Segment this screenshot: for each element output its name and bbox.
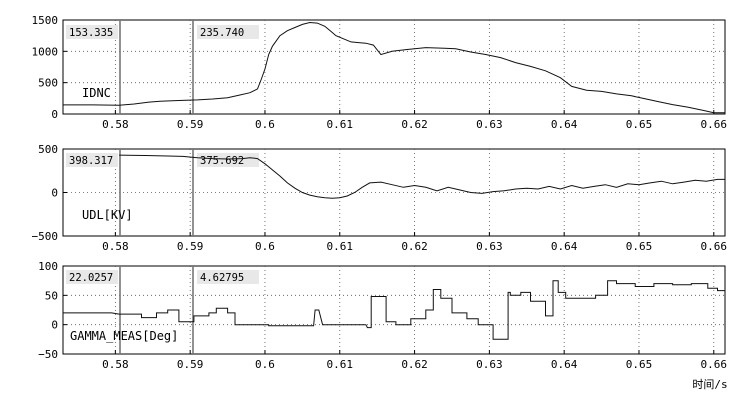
cursor-value-box — [66, 25, 118, 39]
x-tick-label: 0.58 — [102, 240, 129, 253]
x-tick-label: 0.65 — [626, 118, 653, 131]
x-tick-label: 0.61 — [327, 240, 354, 253]
cursor-value: 4.62795 — [200, 272, 244, 284]
x-tick-label: 0.66 — [701, 118, 728, 131]
cursor-value-box — [197, 270, 259, 284]
chart-panels: 0.58 0.59 0.6 0.61 0.62 0.63 0.64 0.65 0.6605001… — [32, 14, 728, 371]
series-label: IDNC — [82, 86, 111, 100]
x-tick-label: 0.6 — [255, 358, 275, 371]
y-tick-label: 500 — [38, 77, 58, 90]
y-tick-label: 0 — [51, 108, 58, 121]
y-tick-label: 1000 — [32, 45, 59, 58]
y-tick-label: −50 — [38, 348, 58, 361]
cursor-value: 398.317 — [69, 155, 113, 167]
x-tick-label: 0.61 — [327, 358, 354, 371]
x-tick-label: 0.66 — [701, 240, 728, 253]
x-tick-label: 0.6 — [255, 240, 275, 253]
x-tick-label: 0.62 — [401, 118, 428, 131]
x-tick-label: 0.63 — [476, 240, 503, 253]
y-tick-label: 0 — [51, 319, 58, 332]
y-tick-label: 50 — [45, 289, 58, 302]
panel-3: 0.58 0.59 0.6 0.61 0.62 0.63 0.64 0.65 0.66 −50 0 5… — [38, 260, 727, 371]
y-tick-label: 100 — [38, 260, 58, 273]
x-tick-label: 0.61 — [327, 118, 354, 131]
cursor-value: 235.740 — [200, 27, 244, 39]
x-tick-label: 0.66 — [701, 358, 728, 371]
x-tick-label: 0.59 — [177, 358, 204, 371]
x-tick-label: 0.62 — [401, 240, 428, 253]
plot-frame — [62, 19, 726, 115]
x-tick-label: 0.6 — [255, 118, 275, 131]
y-tick-label: 500 — [38, 143, 58, 156]
series-line — [63, 21, 725, 114]
cursor-value-box — [197, 153, 259, 167]
cursor-value-box — [197, 25, 259, 39]
cursor-value: 22.0257 — [69, 272, 113, 284]
x-tick-label: 0.65 — [626, 240, 653, 253]
x-tick-label: 0.62 — [401, 358, 428, 371]
y-tick-label: 1500 — [32, 14, 59, 27]
x-tick-label: 0.64 — [551, 358, 578, 371]
cursor-value-box — [66, 153, 118, 167]
x-tick-label: 0.63 — [476, 118, 503, 131]
x-tick-label: 0.58 — [102, 118, 129, 131]
x-tick-label: 0.58 — [102, 358, 129, 371]
cursor-value-box — [66, 270, 118, 284]
series-label: GAMMA_MEAS[Deg] — [70, 329, 178, 343]
x-tick-label: 0.65 — [626, 358, 653, 371]
x-tick-label: 0.59 — [177, 118, 204, 131]
panel-1: 0.58 0.59 0.6 0.61 0.62 0.63 0.64 0.65 0.66 0 500 1… — [32, 14, 728, 131]
x-tick-label: 0.63 — [476, 358, 503, 371]
series-line — [119, 154, 725, 199]
plot-frame — [62, 148, 726, 237]
x-axis-label: 时间/s — [692, 378, 727, 391]
x-tick-label: 0.59 — [177, 240, 204, 253]
cursor-value: 153.335 — [69, 27, 113, 39]
cursor-value: 375.692 — [200, 155, 244, 167]
x-tick-label: 0.64 — [551, 240, 578, 253]
y-tick-label: 0 — [51, 187, 58, 200]
x-tick-label: 0.64 — [551, 118, 578, 131]
series-line — [63, 280, 725, 340]
series-label: UDL[KV] — [82, 208, 133, 222]
panel-2: 0.58 0.59 0.6 0.61 0.62 0.63 0.64 0.65 0.66 −500 0… — [32, 143, 728, 253]
plot-frame — [62, 265, 726, 355]
y-tick-label: −500 — [32, 230, 59, 243]
